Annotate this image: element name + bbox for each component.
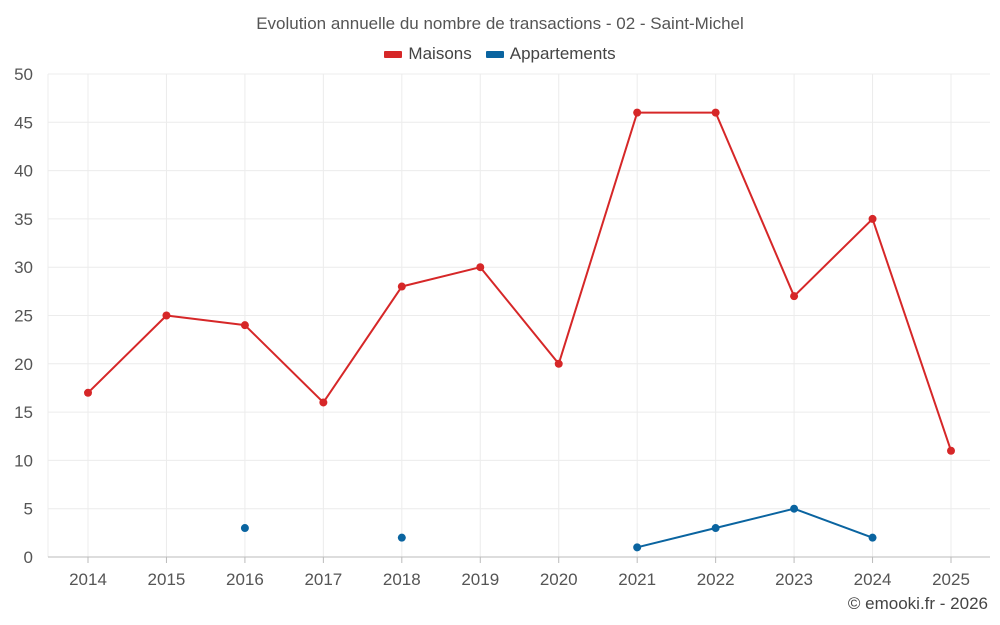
x-tick-label: 2022 — [697, 570, 735, 589]
legend-label-appartements: Appartements — [509, 44, 616, 63]
y-tick-label: 30 — [14, 258, 33, 277]
data-point-maisons[interactable] — [790, 292, 799, 301]
data-point-maisons[interactable] — [397, 282, 406, 291]
y-tick-label: 10 — [14, 451, 33, 470]
x-tick-label: 2025 — [932, 570, 970, 589]
data-point-maisons[interactable] — [947, 446, 955, 455]
data-point-maisons[interactable] — [868, 214, 877, 223]
credit-text: © emooki.fr - 2026 — [847, 594, 988, 613]
y-tick-label: 35 — [14, 210, 33, 229]
data-point-appartements[interactable] — [397, 533, 406, 542]
legend-item-appartements[interactable]: Appartements — [485, 44, 616, 64]
x-tick-label: 2015 — [148, 570, 186, 589]
grid-lines — [47, 73, 990, 557]
y-tick-label: 25 — [14, 307, 33, 326]
y-tick-label: 40 — [14, 162, 33, 181]
data-point-maisons[interactable] — [711, 108, 720, 117]
data-point-maisons[interactable] — [84, 388, 92, 397]
y-tick-label: 45 — [14, 113, 33, 132]
series-line-appartements — [636, 507, 873, 549]
y-tick-label: 20 — [14, 355, 33, 374]
x-tick-label: 2017 — [304, 570, 342, 589]
legend: Maisons Appartements — [0, 44, 1000, 64]
y-tick-label: 5 — [24, 500, 33, 519]
data-point-appartements[interactable] — [633, 543, 642, 552]
x-tick-label: 2019 — [461, 570, 499, 589]
series-line-maisons — [87, 111, 952, 452]
legend-swatch-maisons — [384, 50, 403, 58]
data-point-appartements[interactable] — [868, 533, 877, 542]
x-tick-label: 2020 — [540, 570, 578, 589]
series-layer — [84, 108, 955, 552]
chart-title: Evolution annuelle du nombre de transact… — [256, 14, 744, 33]
legend-label-maisons: Maisons — [408, 44, 472, 63]
y-tick-label: 15 — [14, 403, 33, 422]
data-point-maisons[interactable] — [319, 398, 328, 407]
data-point-appartements[interactable] — [240, 524, 249, 533]
data-point-maisons[interactable] — [162, 311, 171, 320]
y-tick-label: 0 — [24, 548, 33, 567]
data-point-maisons[interactable] — [633, 108, 642, 117]
data-point-maisons[interactable] — [554, 359, 563, 368]
x-tick-label: 2023 — [775, 570, 813, 589]
x-tick-label: 2014 — [69, 570, 107, 589]
x-tick-label: 2024 — [854, 570, 892, 589]
series-maisons — [84, 108, 955, 455]
x-tick-label: 2016 — [226, 570, 264, 589]
data-point-maisons[interactable] — [476, 263, 485, 272]
legend-swatch-appartements — [485, 50, 504, 58]
series-appartements — [240, 504, 877, 552]
data-point-appartements[interactable] — [790, 504, 799, 513]
data-point-appartements[interactable] — [711, 524, 720, 533]
legend-item-maisons[interactable]: Maisons — [384, 44, 472, 64]
data-point-maisons[interactable] — [240, 321, 249, 330]
x-tick-label: 2018 — [383, 570, 421, 589]
y-tick-label: 50 — [14, 65, 33, 84]
x-tick-label: 2021 — [618, 570, 656, 589]
